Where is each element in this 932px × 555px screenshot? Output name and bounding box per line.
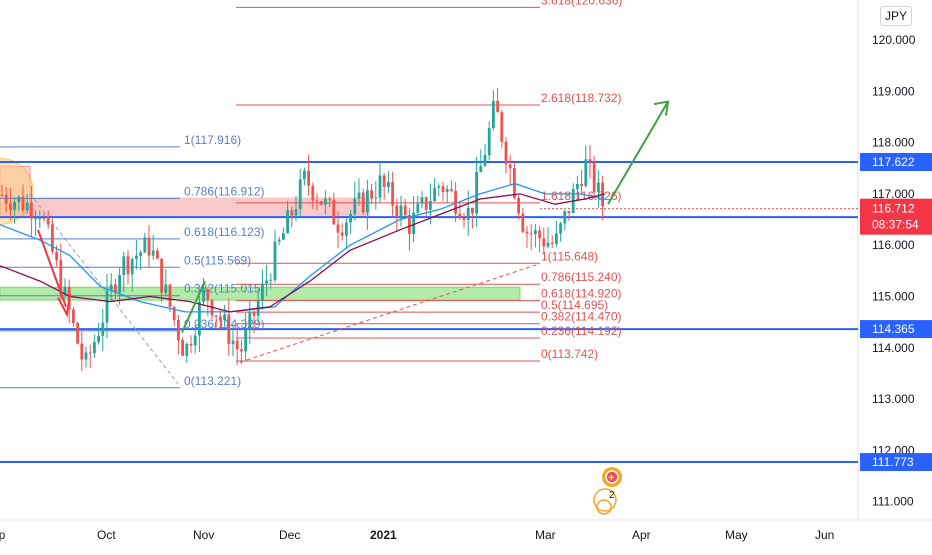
time-axis-tick: Oct	[97, 528, 116, 542]
ma-slow-line	[0, 193, 606, 313]
price-axis-tick: 120.000	[872, 33, 916, 47]
green-arrow-small	[181, 280, 206, 333]
fib-trendline-red	[239, 263, 541, 363]
event-icon-inner	[605, 470, 619, 484]
fib-blue-label: 0.618(116.123)	[184, 225, 265, 239]
time-axis-tick: Apr	[632, 528, 651, 542]
price-level-badge	[860, 152, 932, 171]
time-axis-tick: May	[725, 528, 748, 542]
time-axis-tick: Mar	[535, 528, 556, 542]
fib-red-label: 3.618(120.636)	[541, 0, 622, 7]
time-axis-tick: ep	[0, 528, 6, 542]
green-arrow-head	[653, 100, 670, 116]
events-count-badge: 2	[609, 490, 615, 501]
fib-blue-label: 1(117.916)	[184, 133, 241, 147]
price-level-badge	[860, 320, 932, 339]
resistance-zone	[0, 197, 370, 217]
highlight-circle	[0, 157, 34, 225]
countdown-timer: 08:37:54	[872, 218, 919, 232]
red-arrow-head	[57, 293, 71, 318]
red-arrow	[37, 229, 67, 308]
fib-red-label: 0.382(114.470)	[541, 310, 622, 324]
fib-trendline-blue	[29, 193, 179, 385]
currency-button[interactable]: JPY	[880, 6, 912, 26]
fib-blue-label: 0(113.221)	[184, 374, 241, 388]
ma-fast-line	[0, 182, 606, 313]
price-axis-tick: 113.000	[872, 392, 915, 406]
price-axis-tick: 114.000	[872, 341, 915, 355]
fib-red-label: 0(113.742)	[541, 347, 598, 361]
fib-red-label: 0.236(114.192)	[541, 324, 622, 338]
price-axis-tick: 117.000	[872, 187, 915, 201]
fib-red-label: 0.786(115.240)	[541, 270, 622, 284]
fib-blue-label: 0.786(116.912)	[184, 184, 265, 198]
last-price-value: 116.712	[872, 202, 915, 216]
price-level-value: 114.365	[872, 322, 915, 336]
fib-red-label: 2.618(118.732)	[541, 91, 622, 105]
time-axis-tick: Jun	[815, 528, 834, 542]
price-axis-tick: 115.000	[872, 290, 915, 304]
price-axis-tick: 118.000	[872, 136, 915, 150]
fib-red-label: 0.5(114.695)	[541, 298, 608, 312]
event-icon-plus: +	[609, 473, 615, 484]
time-axis-tick: Dec	[279, 528, 300, 542]
price-axis-tick: 111.000	[872, 495, 914, 509]
last-price-badge	[860, 198, 932, 235]
fib-red-label: 0.618(114.920)	[541, 287, 622, 301]
price-axis-tick: 119.000	[872, 84, 915, 98]
fib-red-label: 1(115.648)	[541, 249, 598, 263]
support-zone	[0, 286, 521, 301]
price-level-badge	[860, 453, 932, 472]
price-level-value: 117.622	[872, 155, 915, 169]
green-arrow	[607, 101, 669, 205]
fib-blue-label: 0.5(115.569)	[184, 253, 251, 267]
price-axis-tick: 116.000	[872, 238, 915, 252]
dividend-icon-ring	[596, 499, 612, 515]
time-axis-tick: 2021	[370, 528, 397, 542]
time-axis-tick: Nov	[193, 528, 214, 542]
price-level-value: 111.773	[872, 455, 914, 469]
